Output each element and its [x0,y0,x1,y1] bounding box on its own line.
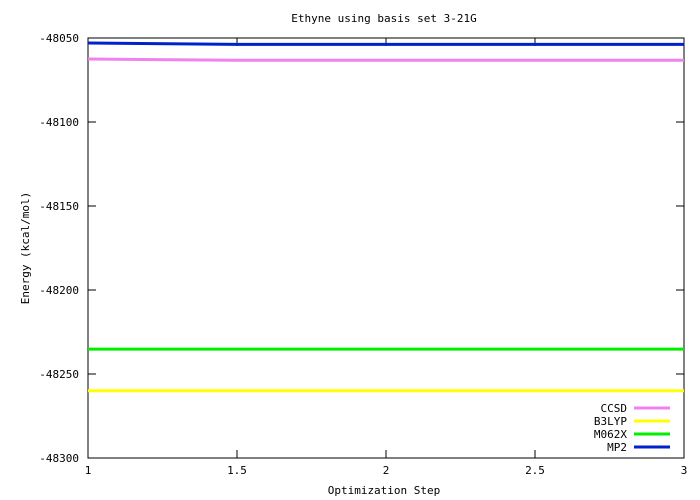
y-tick-label: -48100 [39,116,79,129]
chart-title: Ethyne using basis set 3-21G [291,12,476,25]
plot-area: -48050 -48100 -48150 -48200 -48250 -48300 1 1.5… [39,32,687,477]
legend-label-m062x: M062X [594,428,627,441]
legend-label-ccsd: CCSD [601,402,628,415]
x-tick-label: 2 [383,464,390,477]
y-tick-label: -48300 [39,452,79,465]
y-tick-label: -48200 [39,284,79,297]
x-tick-label: 1 [85,464,92,477]
series-line-mp2 [87,41,684,46]
plot-frame [87,37,685,459]
x-axis-label: Optimization Step [328,484,441,497]
legend-label-b3lyp: B3LYP [594,415,627,428]
y-tick-label: -48050 [39,32,79,45]
x-tick-label: 1.5 [227,464,247,477]
x-tick-label: 3 [681,464,688,477]
y-tick-label: -48150 [39,200,79,213]
x-tick-label: 2.5 [525,464,545,477]
y-axis-label: Energy (kcal/mol) [19,192,32,305]
series-line-ccsd [87,57,684,62]
y-tick-label: -48250 [39,368,79,381]
legend-label-mp2: MP2 [607,441,627,454]
